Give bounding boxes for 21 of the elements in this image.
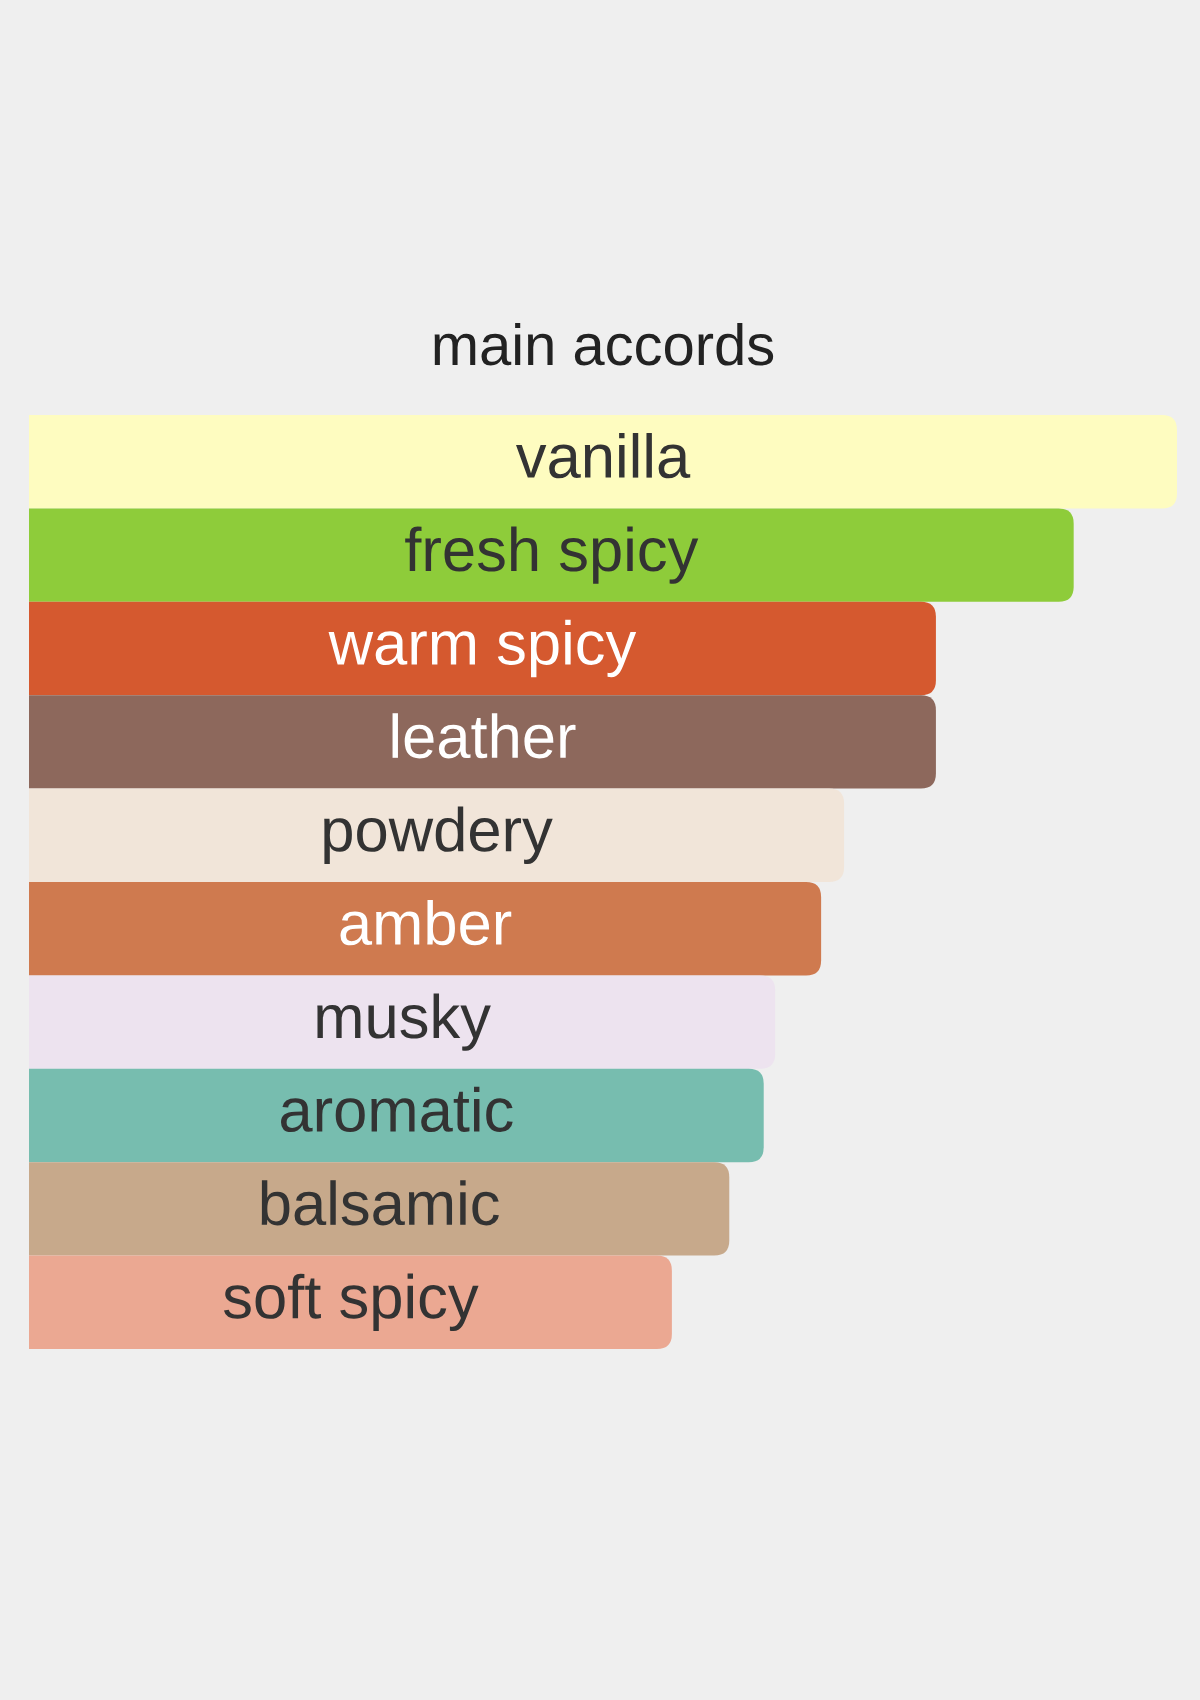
y-tick-label: amber xyxy=(340,900,512,946)
y-tick-label: balsamic xyxy=(261,1180,499,1226)
y-tick-label: powdery xyxy=(324,806,553,864)
bar xyxy=(29,882,822,976)
y-tick-label: vanilla xyxy=(516,433,691,479)
bar xyxy=(29,788,845,882)
y-tick-label: warm spicy xyxy=(328,619,637,678)
bar xyxy=(29,975,776,1069)
y-tick-label: fresh spicy xyxy=(405,526,699,584)
bar xyxy=(29,415,1177,509)
bar xyxy=(29,1068,764,1163)
y-tick-label: musky xyxy=(317,993,491,1051)
bar xyxy=(29,601,936,696)
chart-title: main accords xyxy=(434,323,774,366)
bar xyxy=(29,508,1074,602)
y-tick-label: soft spicy xyxy=(223,1273,479,1331)
y-tick-label: aromatic xyxy=(281,1086,513,1133)
y-tick-label: leather xyxy=(392,713,576,759)
bar xyxy=(29,1255,672,1349)
bar xyxy=(29,695,936,789)
bar xyxy=(29,1162,730,1256)
